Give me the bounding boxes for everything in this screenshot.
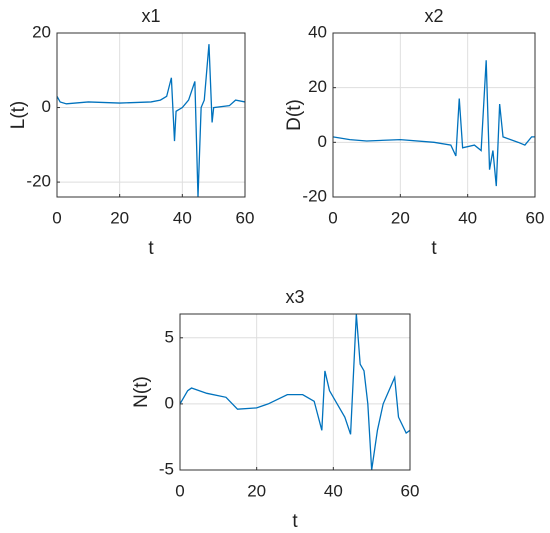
x-tick-label: 20 (247, 481, 266, 500)
x-tick-label: 40 (458, 208, 477, 227)
axes-box (179, 313, 411, 471)
plot-area (57, 33, 245, 197)
plot-area (333, 33, 535, 197)
chart-title: x3 (285, 287, 304, 307)
chart-title: x1 (141, 6, 160, 26)
x-tick-label: 60 (526, 208, 545, 227)
x-tick-label: 60 (236, 208, 255, 227)
y-tick-label: 0 (42, 97, 51, 116)
chart-title: x2 (424, 6, 443, 26)
x-tick-label: 60 (401, 481, 420, 500)
x-tick-label: 0 (175, 481, 184, 500)
x-axis-label: t (292, 511, 298, 532)
axes-box (332, 32, 536, 198)
y-axis-label: D(t) (284, 99, 305, 131)
axes-box (56, 32, 246, 198)
data-line (179, 313, 411, 471)
x-tick-label: 40 (173, 208, 192, 227)
x-tick-label: 20 (391, 208, 410, 227)
data-line (332, 60, 535, 187)
y-tick-label: 20 (32, 22, 51, 41)
y-tick-label: 40 (308, 22, 327, 41)
x-tick-label: 40 (324, 481, 343, 500)
x-tick-label: 20 (110, 208, 129, 227)
y-tick-label: 0 (318, 132, 327, 151)
y-tick-label: -20 (302, 186, 327, 205)
y-axis-label: N(t) (131, 376, 152, 408)
y-tick-label: -20 (26, 172, 51, 191)
data-line (56, 44, 246, 198)
x-axis-label: t (431, 238, 437, 259)
y-tick-label: 20 (308, 77, 327, 96)
y-tick-label: -5 (159, 459, 174, 478)
y-axis-label: L(t) (8, 101, 29, 130)
x-tick-label: 0 (52, 208, 61, 227)
x-tick-label: 0 (328, 208, 337, 227)
x-axis-label: t (148, 238, 154, 259)
y-tick-label: 5 (165, 327, 174, 346)
plot-area (180, 314, 410, 470)
y-tick-label: 0 (165, 393, 174, 412)
